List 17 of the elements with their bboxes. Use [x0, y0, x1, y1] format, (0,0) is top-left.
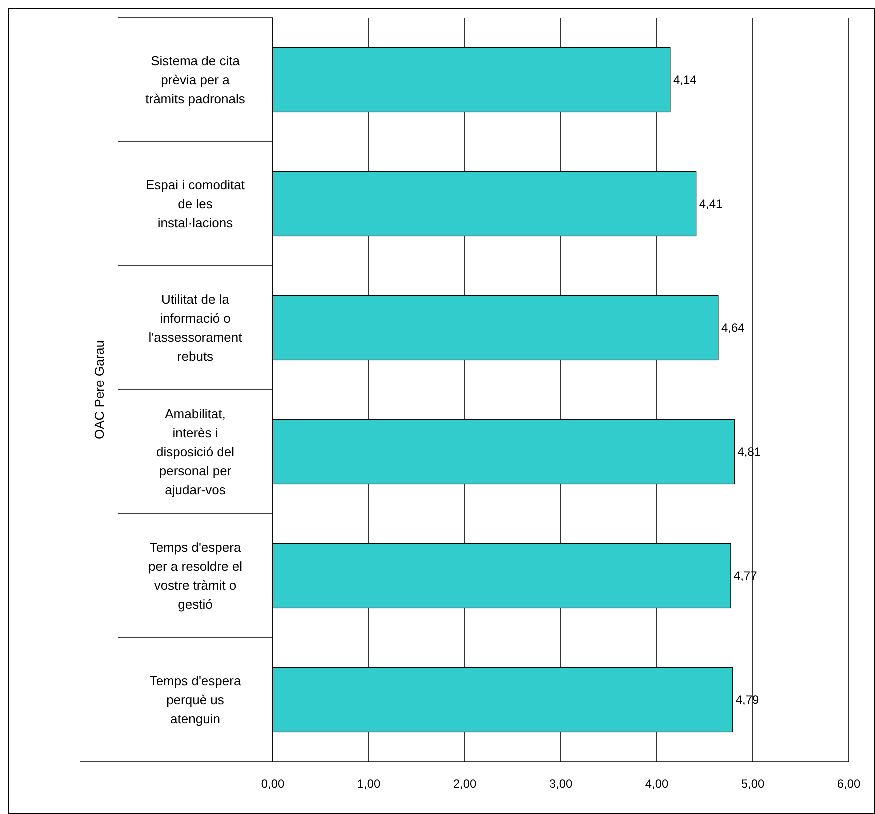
x-tick-label: 0,00 — [261, 777, 285, 791]
x-tick-label: 3,00 — [549, 777, 573, 791]
data-label: 4,64 — [721, 321, 746, 336]
x-tick-label: 4,00 — [645, 777, 669, 791]
y-tick-label: Temps d'espera per a resoldre el vostre tràmit o gestió — [148, 540, 243, 612]
y-tick-label: Espai i comoditat de les instal·lacions — [146, 178, 246, 231]
x-tick-label: 1,00 — [357, 777, 381, 791]
y-tick-label: Sistema de cita prèvia per a tràmits padronals — [146, 54, 246, 107]
y-axis-title: OAC Pere Garau — [92, 340, 107, 440]
x-tick-label: 6,00 — [837, 777, 861, 791]
data-label: 4,14 — [673, 73, 698, 88]
data-label: 4,41 — [699, 197, 724, 212]
x-tick-label: 2,00 — [453, 777, 477, 791]
y-tick-label: Temps d'espera perquè us atenguin — [150, 674, 242, 727]
y-tick-label: Utilitat de la informació o l'assessorament rebuts — [148, 292, 243, 364]
y-tick-label: Amabilitat, interès i disposició del personal per ajudar-vos — [156, 406, 235, 498]
x-tick-label: 5,00 — [741, 777, 765, 791]
